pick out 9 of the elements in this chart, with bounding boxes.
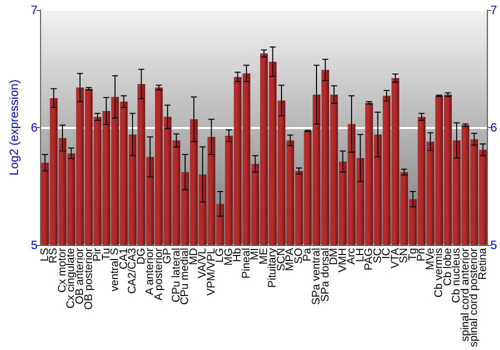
y-tick-label: 6 — [30, 120, 38, 134]
y2-tick-label: 5 — [490, 238, 498, 252]
y2-tick-label: 7 — [490, 3, 498, 17]
y-axis-title: Log2 (expression) — [7, 79, 21, 176]
y-tick-label: 5 — [30, 238, 38, 252]
y-tick-label: 7 — [30, 3, 38, 17]
x-tick-label: A posterior — [152, 248, 165, 301]
x-tick-label: Tg — [406, 248, 419, 261]
y2-tick-label: 6 — [490, 120, 498, 134]
